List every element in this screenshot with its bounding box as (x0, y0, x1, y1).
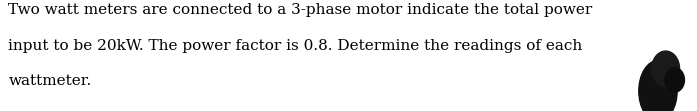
Ellipse shape (652, 51, 680, 87)
Ellipse shape (638, 60, 677, 111)
Text: wattmeter.: wattmeter. (8, 74, 91, 88)
Text: Two watt meters are connected to a 3-phase motor indicate the total power: Two watt meters are connected to a 3-pha… (8, 3, 592, 17)
Ellipse shape (665, 68, 684, 92)
Text: input to be 20kW. The power factor is 0.8. Determine the readings of each: input to be 20kW. The power factor is 0.… (8, 39, 583, 53)
